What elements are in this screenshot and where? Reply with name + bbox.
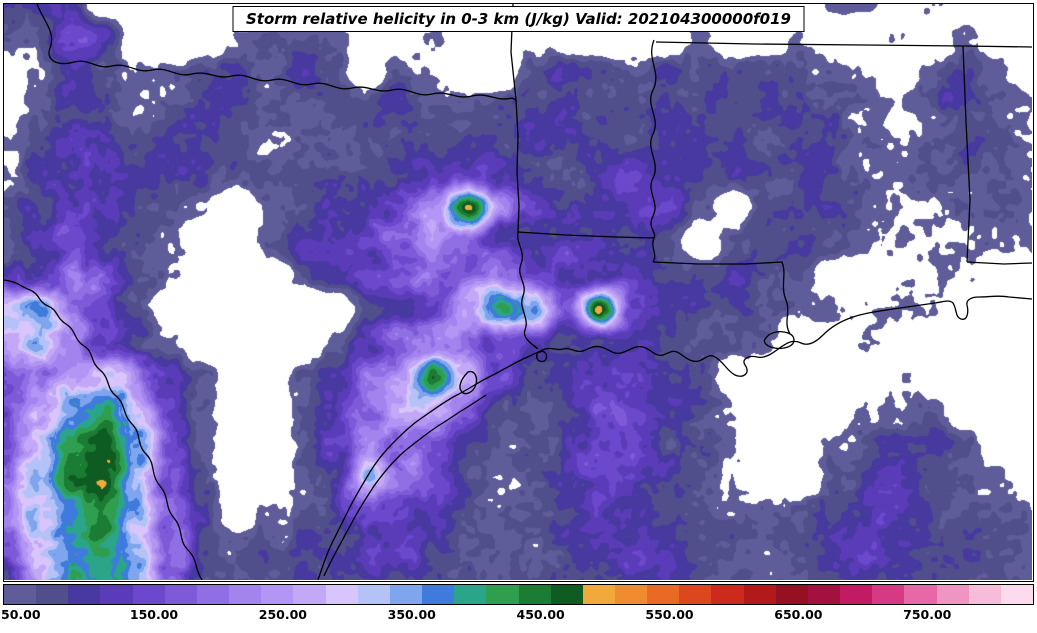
colorbar-segment (614, 585, 648, 604)
colorbar-segment (647, 585, 680, 604)
colorbar-segment (968, 585, 1001, 604)
colorbar-segment (1000, 585, 1033, 604)
colorbar-segment (325, 585, 358, 604)
colorbar-segment (840, 585, 873, 604)
map-title-box: Storm relative helicity in 0-3 km (J/kg)… (232, 6, 805, 32)
colorbar-segment (261, 585, 294, 604)
colorbar-segment (582, 585, 615, 604)
colorbar-segment (422, 585, 455, 604)
colorbar-segment (807, 585, 841, 604)
colorbar-segment (164, 585, 197, 604)
colorbar-segment (389, 585, 423, 604)
colorbar-segment (4, 585, 37, 604)
colorbar-segment (743, 585, 776, 604)
colorbar-tick-label: 150.00 (129, 607, 179, 622)
colorbar-segment (357, 585, 390, 604)
colorbar-tick-label: 250.00 (258, 607, 307, 622)
colorbar-segment (936, 585, 969, 604)
colorbar-segment (293, 585, 326, 604)
colorbar-tick-label: 750.00 (903, 607, 952, 622)
colorbar-segment (100, 585, 133, 604)
colorbar-segment (454, 585, 487, 604)
map-title: Storm relative helicity in 0-3 km (J/kg)… (246, 10, 791, 28)
colorbar (3, 584, 1034, 605)
map-area: Storm relative helicity in 0-3 km (J/kg)… (3, 3, 1034, 582)
colorbar-tick-label: 650.00 (774, 607, 823, 622)
colorbar-tick-labels: 50.00 150.00 250.00 350.00 450.00 550.00 650.0… (1, 607, 1034, 625)
colorbar-segment (68, 585, 101, 604)
colorbar-tick-label: 350.00 (387, 607, 436, 622)
colorbar-segment (486, 585, 519, 604)
colorbar-segment (518, 585, 551, 604)
helicity-field-canvas (4, 4, 1032, 580)
colorbar-segment (904, 585, 937, 604)
colorbar-tick-label: 550.00 (645, 607, 694, 622)
colorbar-segment (36, 585, 69, 604)
colorbar-segment (775, 585, 808, 604)
colorbar-segment (132, 585, 165, 604)
colorbar-tick-label: 50.00 (1, 607, 41, 622)
colorbar-tick-label: 450.00 (516, 607, 565, 622)
colorbar-segment (550, 585, 583, 604)
colorbar-segment (229, 585, 262, 604)
colorbar-segment (679, 585, 712, 604)
colorbar-segment (872, 585, 905, 604)
colorbar-segment (711, 585, 744, 604)
colorbar-segment (196, 585, 230, 604)
